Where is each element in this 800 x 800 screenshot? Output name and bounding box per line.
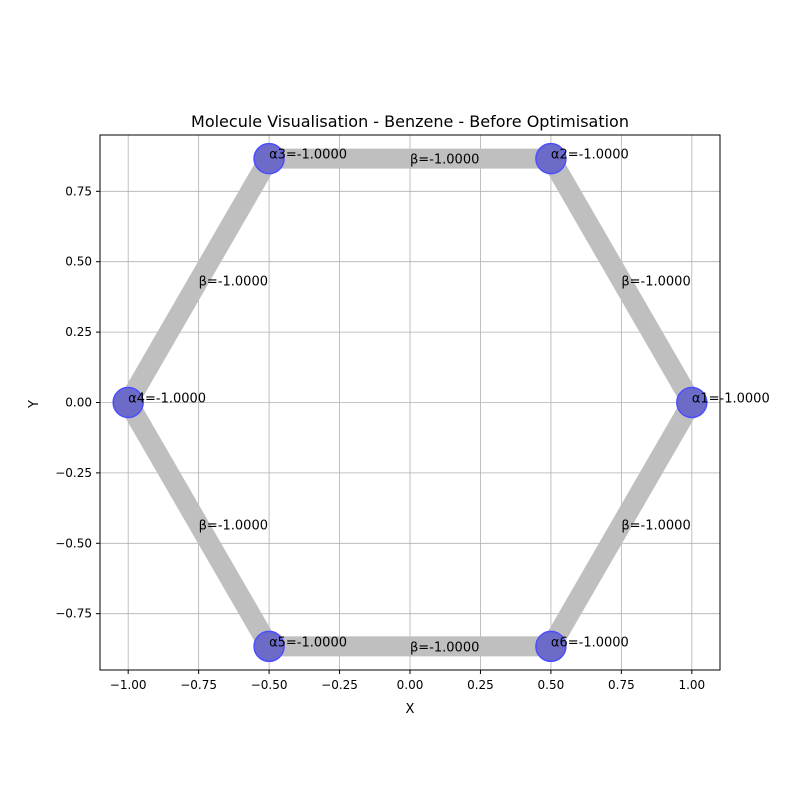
atom-label: α6=-1.0000 xyxy=(551,635,629,650)
y-tick-label: −0.25 xyxy=(55,466,92,480)
y-tick-label: −0.75 xyxy=(55,607,92,621)
x-axis-label: X xyxy=(406,702,415,717)
bond-label: β=-1.0000 xyxy=(621,275,690,290)
atom-label: α3=-1.0000 xyxy=(269,148,347,163)
bond-label: β=-1.0000 xyxy=(410,640,479,655)
chart-title: Molecule Visualisation - Benzene - Befor… xyxy=(191,112,629,131)
atom-label: α2=-1.0000 xyxy=(551,148,629,163)
x-tick-label: −0.25 xyxy=(321,678,358,692)
bond-label: β=-1.0000 xyxy=(199,275,268,290)
x-tick-label: 0.00 xyxy=(397,678,424,692)
y-tick-label: 0.75 xyxy=(65,184,92,198)
y-tick-label: 0.25 xyxy=(65,325,92,339)
x-tick-label: 0.25 xyxy=(467,678,494,692)
y-tick-label: 0.50 xyxy=(65,255,92,269)
x-tick-label: 0.50 xyxy=(538,678,565,692)
y-tick-label: −0.50 xyxy=(55,536,92,550)
y-tick-label: 0.00 xyxy=(65,396,92,410)
atom-label: α4=-1.0000 xyxy=(128,392,206,407)
x-tick-label: 1.00 xyxy=(678,678,705,692)
x-tick-label: 0.75 xyxy=(608,678,635,692)
x-tick-label: −0.75 xyxy=(180,678,217,692)
x-tick-label: −1.00 xyxy=(110,678,147,692)
atom-label: α5=-1.0000 xyxy=(269,635,347,650)
atom-label: α1=-1.0000 xyxy=(692,392,770,407)
bond-label: β=-1.0000 xyxy=(410,153,479,168)
y-axis-label: Y xyxy=(27,400,42,409)
bond-label: β=-1.0000 xyxy=(621,518,690,533)
bond-label: β=-1.0000 xyxy=(199,518,268,533)
x-tick-label: −0.50 xyxy=(251,678,288,692)
